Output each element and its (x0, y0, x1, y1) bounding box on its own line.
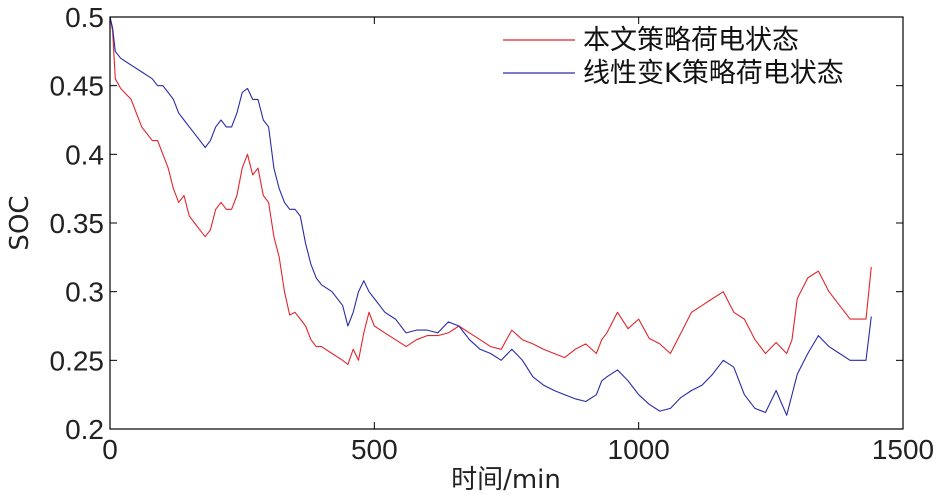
x-tick-label: 1500 (872, 434, 934, 465)
ticks-layer: 0 500 1000 1500 0.2 0.25 0.3 0.35 0.4 0.45 0.5 (50, 2, 935, 465)
y-tick-label: 0.4 (65, 139, 104, 170)
y-tick-label: 0.25 (50, 345, 105, 376)
series-layer (109, 16, 872, 416)
series-line-1 (109, 16, 872, 366)
x-tick-label: 0 (102, 434, 118, 465)
y-tick-label: 0.2 (65, 414, 104, 445)
series-line-2 (109, 16, 872, 416)
y-axis-label: SOC (5, 195, 35, 250)
y-tick-label: 0.3 (65, 277, 104, 308)
y-tick-label: 0.45 (50, 71, 105, 102)
x-axis-label: 时间/min (451, 465, 561, 495)
y-tick-label: 0.35 (50, 208, 105, 239)
legend-label-1: 本文策略荷电状态 (583, 25, 799, 56)
x-tick-label: 1000 (608, 434, 670, 465)
y-tick-label: 0.5 (65, 2, 104, 33)
legend-label-2: 线性变K策略荷电状态 (583, 58, 844, 89)
x-tick-label: 500 (351, 434, 398, 465)
